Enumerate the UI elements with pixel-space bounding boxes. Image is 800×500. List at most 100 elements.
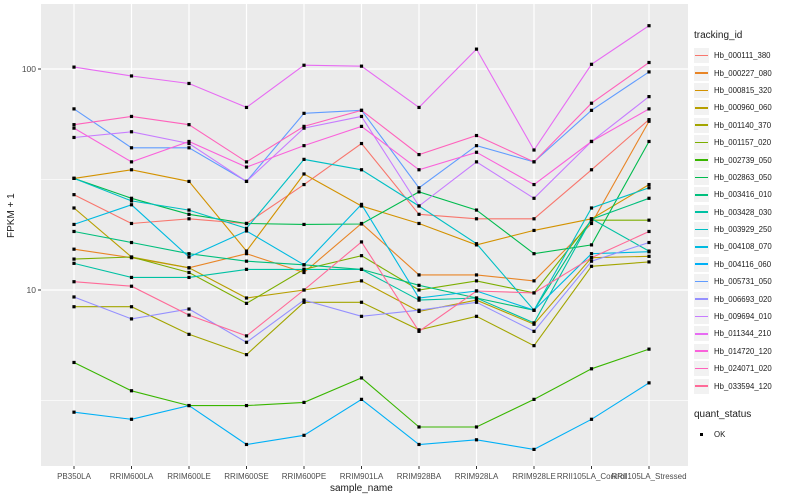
legend-item-Hb_004108_070: Hb_004108_070 [694, 238, 800, 255]
legend-key-swatch [694, 256, 709, 272]
data-point [359, 141, 364, 146]
data-point [72, 135, 76, 140]
legend-item-label: Hb_004108_070 [714, 242, 772, 252]
data-point [474, 160, 479, 164]
x-tick-label: RRIM600LE [167, 472, 211, 481]
data-point [647, 139, 651, 144]
data-point [244, 221, 249, 226]
legend-key-swatch [694, 326, 709, 342]
data-point [302, 298, 306, 302]
legend-item-Hb_006693_020: Hb_006693_020 [694, 290, 800, 307]
data-point [244, 160, 249, 164]
legend-key-swatch [694, 135, 709, 151]
legend-item-label: Hb_000815_320 [714, 85, 772, 95]
legend-key-line [695, 367, 708, 370]
data-point [532, 447, 536, 451]
data-point [302, 126, 306, 130]
data-point [647, 119, 651, 123]
y-tick-label: 100 [22, 64, 36, 74]
data-point [589, 259, 594, 263]
legend-key-swatch [694, 187, 709, 203]
data-point [647, 260, 651, 264]
data-point [302, 182, 306, 187]
data-point [187, 146, 191, 150]
legend-item-label: Hb_003428_030 [714, 207, 772, 217]
data-point [187, 81, 191, 86]
legend-key-swatch [694, 65, 709, 81]
data-point [359, 168, 364, 172]
data-point [359, 376, 364, 380]
legend-item-Hb_002739_050: Hb_002739_050 [694, 151, 800, 168]
data-point [647, 218, 651, 222]
data-point [474, 298, 479, 302]
x-tick-label: RRII105LA_Stressed [611, 472, 686, 481]
data-point [302, 263, 306, 267]
data-point [187, 255, 191, 259]
legend-quant-status: quant_status OK [694, 409, 800, 443]
legend-item-quant-OK: OK [694, 426, 800, 443]
data-point [187, 266, 191, 270]
legend-key-line [695, 54, 708, 57]
data-point [129, 417, 134, 421]
data-point [359, 314, 364, 318]
legend-key-swatch [694, 291, 709, 307]
data-point [187, 123, 191, 127]
data-point [302, 111, 306, 115]
data-point [532, 196, 536, 200]
data-point [302, 288, 306, 292]
data-point [532, 344, 536, 348]
black-square-point-icon [700, 433, 704, 437]
legend-key-line [695, 298, 708, 300]
data-point [417, 288, 421, 292]
data-point [474, 150, 479, 154]
legend-key-swatch [694, 361, 709, 377]
data-point [589, 243, 594, 247]
data-point [417, 168, 421, 172]
data-point [187, 139, 191, 144]
legend-item-label: Hb_011344_210 [714, 329, 772, 339]
legend-item-label: Hb_004116_060 [714, 259, 772, 269]
legend-key-line [695, 141, 708, 144]
data-point [647, 24, 651, 28]
legend-key-swatch [694, 343, 709, 359]
data-point [647, 250, 651, 254]
data-point [72, 222, 76, 227]
legend-item-Hb_001140_370: Hb_001140_370 [694, 117, 800, 134]
data-point [359, 397, 364, 401]
data-point [244, 442, 249, 447]
data-point [129, 130, 134, 134]
legend-item-label: OK [714, 430, 726, 439]
data-point [72, 123, 76, 127]
data-point [187, 275, 191, 280]
data-point [589, 101, 594, 105]
legend-item-Hb_003929_250: Hb_003929_250 [694, 221, 800, 238]
data-point [302, 157, 306, 161]
data-point [474, 314, 479, 318]
data-point [72, 229, 76, 234]
legend-item-Hb_005731_050: Hb_005731_050 [694, 273, 800, 290]
data-point [647, 95, 651, 99]
data-point [72, 107, 76, 111]
data-point [244, 301, 249, 305]
legend-item-label: Hb_006693_020 [714, 294, 772, 304]
legend-item-Hb_000960_060: Hb_000960_060 [694, 99, 800, 116]
data-point [129, 168, 134, 172]
data-point [72, 257, 76, 261]
legend-item-label: Hb_024071_020 [714, 364, 772, 374]
data-point [417, 221, 421, 226]
data-point [589, 221, 594, 226]
data-point [647, 70, 651, 74]
data-point [187, 212, 191, 216]
data-point [474, 279, 479, 283]
legend-key-line [695, 193, 708, 196]
data-point [417, 190, 421, 194]
legend-key-swatch [694, 378, 709, 394]
y-tick-label: 10 [27, 285, 37, 295]
legend-item-Hb_033594_120: Hb_033594_120 [694, 377, 800, 394]
data-point [589, 417, 594, 421]
data-point [72, 261, 76, 265]
data-point [474, 296, 479, 300]
data-point [589, 108, 594, 112]
legend-item-label: Hb_014720_120 [714, 346, 772, 356]
data-point [589, 256, 594, 260]
